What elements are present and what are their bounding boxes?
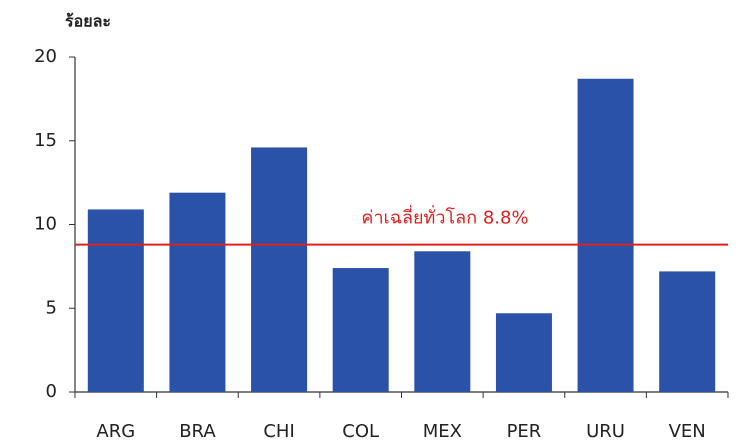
x-tick-label: CHI [263, 421, 294, 442]
x-tick-label: ARG [96, 421, 135, 442]
y-tick-label: 10 [34, 214, 57, 235]
bar [332, 268, 389, 392]
bar [659, 271, 716, 392]
y-tick-label: 15 [34, 130, 57, 151]
x-tick-label: MEX [423, 421, 462, 442]
bar [87, 209, 144, 392]
x-tick-label: COL [342, 421, 379, 442]
x-tick-label: PER [507, 421, 542, 442]
y-tick-label: 20 [34, 46, 57, 67]
bar [577, 78, 634, 393]
x-tick-label: URU [586, 421, 625, 442]
bar [414, 251, 471, 392]
bar [495, 313, 552, 392]
bar [169, 192, 226, 392]
y-tick-label: 0 [46, 381, 57, 402]
y-axis-label: ร้อยละ [65, 12, 111, 31]
reference-label: ค่าเฉลี่ยทั่วโลก 8.8% [361, 205, 528, 229]
y-tick-label: 5 [46, 297, 57, 318]
x-tick-label: BRA [179, 421, 216, 442]
bar [251, 147, 308, 392]
x-tick-label: VEN [669, 421, 706, 442]
